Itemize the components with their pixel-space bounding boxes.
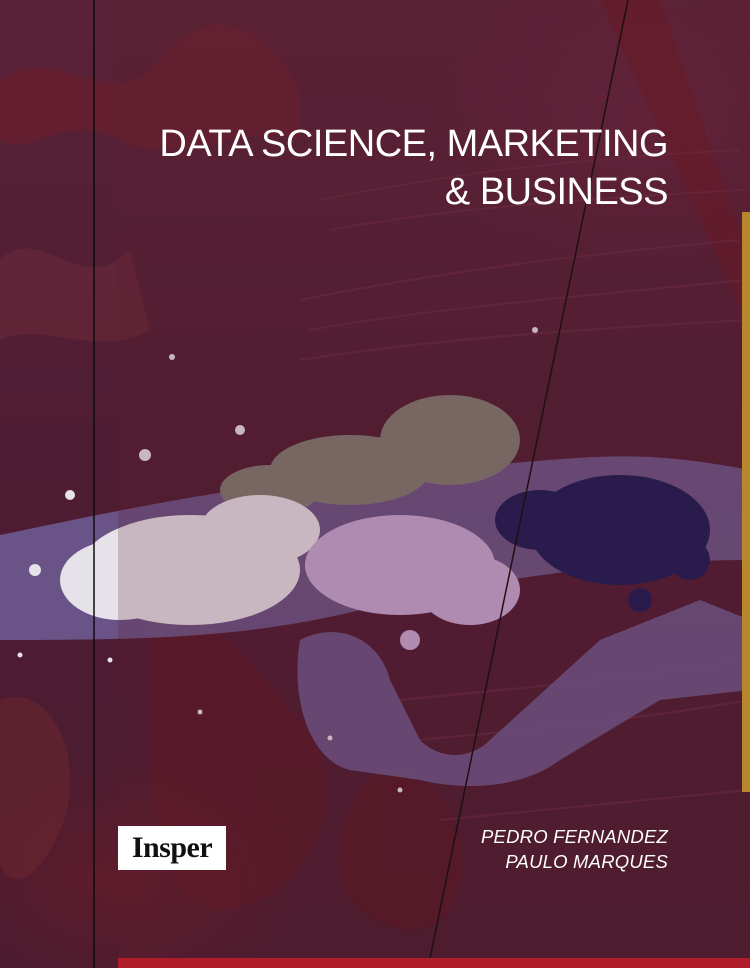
publisher-logo-text: Insper (131, 831, 213, 864)
author-name: PEDRO FERNANDEZ (481, 826, 668, 847)
small-splatter-dots (17, 327, 538, 793)
translucent-title-panel (118, 0, 750, 968)
brush-streaks (299, 149, 749, 821)
gold-accent-bar (742, 212, 750, 792)
title-line-2: & BUSINESS (444, 171, 669, 213)
author-name: PAULO MARQUES (505, 851, 668, 872)
white-splatter (29, 425, 320, 625)
lavender-splatter (305, 515, 520, 650)
thin-lines (93, 0, 629, 968)
author-list: PEDRO FERNANDEZ PAULO MARQUES (481, 824, 668, 874)
title-line-1: DATA SCIENCE, MARKETING (159, 123, 668, 165)
red-accent-bar (118, 958, 750, 968)
publisher-logo: Insper (118, 826, 226, 870)
book-title: DATA SCIENCE, MARKETING & BUSINESS (159, 120, 668, 216)
